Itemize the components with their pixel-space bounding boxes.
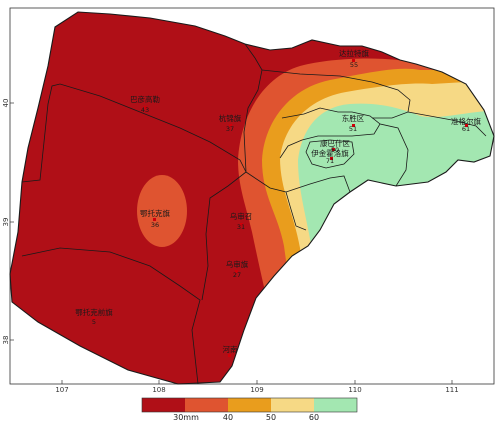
boundary-north-west xyxy=(21,83,247,183)
boundary-ejinhoro-south xyxy=(285,175,351,193)
boundary-east-counties xyxy=(245,171,307,231)
boundary-kangbashi xyxy=(305,139,355,169)
x-tick-label: 111 xyxy=(445,386,458,394)
place-name-etuokeqian: 鄂托克前旗 xyxy=(75,307,113,317)
legend-swatch-40-50 xyxy=(228,398,271,412)
place-name-wushen: 乌审召 xyxy=(230,211,253,221)
legend-label: 30mm xyxy=(173,413,199,422)
place-code-etuokeqian: 5 xyxy=(92,318,96,326)
place-name-dongsheng: 东胜区 xyxy=(342,113,365,123)
map-frame xyxy=(9,7,495,385)
place-code-kangbashi: 50 xyxy=(331,146,339,154)
station-marker xyxy=(330,157,333,160)
legend-swatch-above-60 xyxy=(314,398,357,412)
place-name-bayin: 巴彦高勒 xyxy=(130,94,160,104)
station-marker xyxy=(228,354,231,357)
boundary-etuoke-wushen xyxy=(201,171,247,301)
zone-30-40-island xyxy=(137,175,187,247)
place-name-hangjin: 杭锦旗 xyxy=(219,113,242,123)
x-tick-label: 109 xyxy=(250,386,263,394)
boundary-dongsheng xyxy=(279,107,381,159)
place-code-hangjin: 37 xyxy=(226,125,234,133)
station-marker xyxy=(92,317,95,320)
place-code-dongsheng: 51 xyxy=(349,125,357,133)
station-marker xyxy=(235,270,238,273)
place-name-ejinhoro: 伊金霍洛旗 xyxy=(311,148,349,158)
station-marker xyxy=(352,59,355,62)
station-marker xyxy=(352,124,355,127)
place-labels: 达拉特旗 55 杭锦旗 37 巴彦高勒 43 东胜区 51 准格尔旗 61 康巴… xyxy=(75,48,481,354)
place-name-dalate: 达拉特旗 xyxy=(339,48,369,58)
place-code-ejinhoro: 71 xyxy=(326,157,334,165)
legend-swatch-30-40 xyxy=(185,398,228,412)
color-legend: 30mm 40 50 60 xyxy=(141,397,358,422)
boundary-zhungeer xyxy=(407,111,487,137)
legend-border xyxy=(141,397,358,413)
place-name-zhungeer: 准格尔旗 xyxy=(451,116,481,126)
legend-label: 50 xyxy=(266,413,276,422)
x-tick-label: 107 xyxy=(55,386,68,394)
x-tick-label: 108 xyxy=(152,386,165,394)
place-code-bayin: 43 xyxy=(141,106,149,114)
legend-label: 40 xyxy=(223,413,233,422)
boundaries xyxy=(9,11,495,385)
station-marker xyxy=(229,124,232,127)
place-name-kangbashi: 康巴什区 xyxy=(320,138,350,148)
place-code-wushen: 31 xyxy=(237,223,245,231)
legend-swatch-below-30 xyxy=(142,398,185,412)
boundary-central-south xyxy=(21,247,201,385)
frame-ticks xyxy=(10,102,453,384)
station-marker xyxy=(465,124,468,127)
place-code-etuoke: 36 xyxy=(151,221,159,229)
x-tick-label: 110 xyxy=(348,386,361,394)
boundary-dalate-east xyxy=(261,69,411,119)
station-marker xyxy=(153,218,156,221)
station-marker xyxy=(144,106,147,109)
legend-swatch-50-60 xyxy=(271,398,314,412)
boundary-dalate-hangjin xyxy=(243,43,263,173)
y-tick-label: 38 xyxy=(2,336,10,345)
place-name-wushenqi: 乌审旗 xyxy=(226,259,249,269)
place-code-wushenqi: 27 xyxy=(233,271,241,279)
boundary-ejinhoro-east xyxy=(379,123,409,187)
place-code-dalate: 55 xyxy=(350,61,358,69)
place-code-zhungeer: 61 xyxy=(462,125,470,133)
legend-label: 60 xyxy=(309,413,319,422)
station-markers xyxy=(92,59,468,357)
station-marker xyxy=(332,148,335,151)
y-tick-label: 40 xyxy=(2,99,10,108)
station-marker xyxy=(240,223,243,226)
place-name-etuoke: 鄂托克旗 xyxy=(140,208,170,218)
place-name-hetao: 河南 xyxy=(223,344,238,354)
y-tick-label: 39 xyxy=(2,218,10,227)
